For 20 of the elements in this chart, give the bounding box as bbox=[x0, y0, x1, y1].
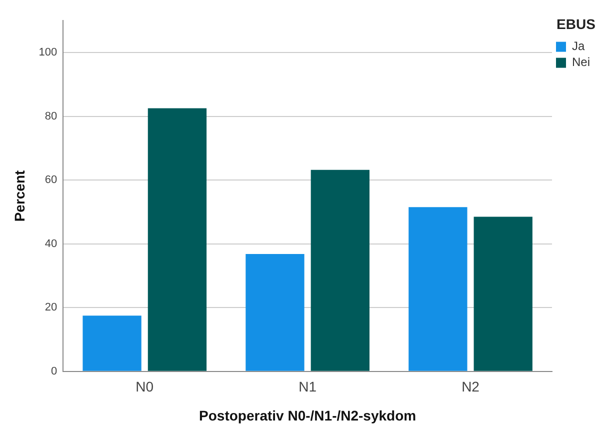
bar bbox=[246, 254, 304, 371]
y-axis-title: Percent bbox=[11, 170, 28, 222]
legend-label: Ja bbox=[572, 39, 585, 54]
bar bbox=[310, 170, 370, 371]
x-tick-label: N0 bbox=[136, 378, 154, 395]
bar bbox=[148, 108, 207, 371]
y-tick-label: 60 bbox=[44, 174, 58, 186]
legend-label: Nei bbox=[572, 55, 590, 70]
x-tick-label: N2 bbox=[462, 378, 480, 395]
y-tick-label: 20 bbox=[44, 302, 58, 314]
y-tick-label: 80 bbox=[44, 110, 58, 122]
bar bbox=[82, 316, 142, 371]
x-axis-title: Postoperativ N0-/N1-/N2-sykdom bbox=[199, 407, 416, 424]
y-tick-label: 100 bbox=[38, 46, 58, 59]
bar bbox=[474, 216, 532, 371]
x-tick-label: N1 bbox=[298, 378, 317, 395]
y-tick-label: 40 bbox=[44, 238, 58, 250]
bar bbox=[408, 207, 468, 371]
y-tick-label: 0 bbox=[51, 365, 58, 378]
legend-title: EBUS bbox=[556, 16, 596, 32]
